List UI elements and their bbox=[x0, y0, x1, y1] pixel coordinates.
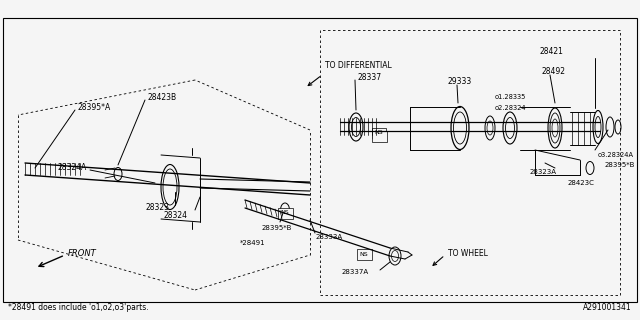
Text: 28395*B: 28395*B bbox=[605, 162, 636, 168]
Text: 28337: 28337 bbox=[357, 73, 381, 82]
Text: NS: NS bbox=[360, 252, 368, 258]
Bar bbox=[372, 131, 387, 142]
Text: *28491: *28491 bbox=[240, 240, 266, 246]
Text: NS: NS bbox=[281, 211, 289, 215]
Ellipse shape bbox=[503, 112, 517, 144]
Text: 28423B: 28423B bbox=[147, 92, 176, 101]
Text: 28324: 28324 bbox=[163, 211, 187, 220]
Text: 28395*B: 28395*B bbox=[262, 225, 292, 231]
Ellipse shape bbox=[114, 167, 122, 180]
Ellipse shape bbox=[349, 113, 363, 141]
Text: 28323: 28323 bbox=[145, 204, 169, 212]
Bar bbox=[372, 128, 386, 138]
Text: 28333A: 28333A bbox=[316, 234, 343, 240]
Ellipse shape bbox=[389, 247, 401, 265]
Text: 28423C: 28423C bbox=[568, 180, 595, 186]
Text: 28323A: 28323A bbox=[530, 169, 557, 175]
Bar bbox=[357, 249, 372, 260]
Ellipse shape bbox=[593, 110, 603, 143]
Text: 29333: 29333 bbox=[448, 77, 472, 86]
Ellipse shape bbox=[451, 107, 469, 149]
Text: o3.28324A: o3.28324A bbox=[598, 152, 634, 158]
Ellipse shape bbox=[606, 117, 614, 137]
Text: 28337A: 28337A bbox=[342, 269, 369, 275]
Text: 28492: 28492 bbox=[542, 68, 566, 76]
Ellipse shape bbox=[485, 116, 495, 140]
Text: FRONT: FRONT bbox=[68, 249, 97, 258]
Bar bbox=[3, 18, 637, 302]
Ellipse shape bbox=[615, 120, 621, 134]
Text: TO DIFFERENTIAL: TO DIFFERENTIAL bbox=[325, 60, 392, 69]
Text: 28324A: 28324A bbox=[57, 163, 86, 172]
Bar bbox=[278, 208, 293, 219]
Text: o2.28324: o2.28324 bbox=[495, 105, 527, 111]
Text: TO WHEEL: TO WHEEL bbox=[448, 249, 488, 258]
Text: NS: NS bbox=[374, 131, 383, 135]
Text: 28395*A: 28395*A bbox=[77, 102, 110, 111]
Ellipse shape bbox=[548, 108, 562, 148]
Ellipse shape bbox=[280, 203, 289, 217]
Text: 28421: 28421 bbox=[540, 47, 564, 57]
Text: *28491 does include 'o1,o2,o3'parts.: *28491 does include 'o1,o2,o3'parts. bbox=[8, 303, 148, 313]
Text: A291001341: A291001341 bbox=[584, 303, 632, 313]
Ellipse shape bbox=[586, 162, 594, 174]
Text: o1.28335: o1.28335 bbox=[495, 94, 526, 100]
